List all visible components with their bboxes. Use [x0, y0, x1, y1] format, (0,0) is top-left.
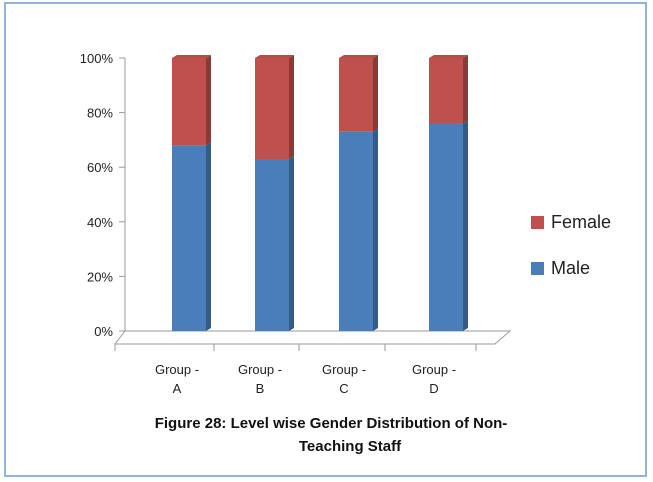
bar-side-male — [463, 120, 468, 332]
figure-caption-line-1: Figure 28: Level wise Gender Distributio… — [155, 415, 508, 432]
bar-segment-male — [172, 145, 206, 331]
bar-top-female — [255, 55, 294, 58]
bar-side-male — [289, 156, 294, 331]
bar-segment-male — [255, 159, 289, 331]
bar-side-male — [206, 142, 211, 331]
bar-top-female — [339, 55, 378, 58]
axes: 0% 20% 40% 60% 80% 100% Group - A Group - B Group … — [80, 51, 512, 396]
bar-side-female — [373, 55, 378, 132]
figure-caption-line-2: Teaching Staff — [299, 438, 402, 455]
x-tick-label: C — [339, 381, 348, 396]
bar-side-female — [289, 55, 294, 160]
bar-segment-female — [172, 58, 206, 146]
legend-swatch-male — [531, 262, 544, 275]
y-tick-label: 60% — [87, 160, 113, 175]
x-tick-label: B — [256, 381, 265, 396]
bar-side-female — [463, 55, 468, 124]
legend: Female Male — [531, 212, 611, 278]
bar-segment-female — [339, 58, 373, 132]
legend-swatch-female — [531, 216, 544, 229]
bar-top-female — [429, 55, 468, 58]
bar-segment-male — [339, 131, 373, 331]
bar-segment-male — [429, 123, 463, 332]
bar-top-female — [172, 55, 211, 58]
y-tick-label: 20% — [87, 269, 113, 284]
legend-label-male: Male — [551, 258, 590, 278]
bar-side-male — [373, 128, 378, 331]
bars — [172, 55, 468, 332]
x-tick-label: Group - — [412, 362, 456, 377]
bar-segment-female — [255, 58, 289, 160]
x-tick-label: D — [429, 381, 438, 396]
y-tick-label: 80% — [87, 106, 113, 121]
x-tick-label: Group - — [322, 362, 366, 377]
bar-side-female — [206, 55, 211, 146]
axis-floor — [113, 330, 512, 345]
x-tick-label: A — [173, 381, 182, 396]
y-tick-label: 40% — [87, 215, 113, 230]
chart-frame — [4, 2, 647, 477]
y-tick-label: 0% — [94, 324, 113, 339]
x-tick-label: Group - — [238, 362, 282, 377]
y-tick-label: 100% — [80, 51, 114, 66]
x-tick-label: Group - — [155, 362, 199, 377]
bar-segment-female — [429, 58, 463, 124]
legend-label-female: Female — [551, 212, 611, 232]
